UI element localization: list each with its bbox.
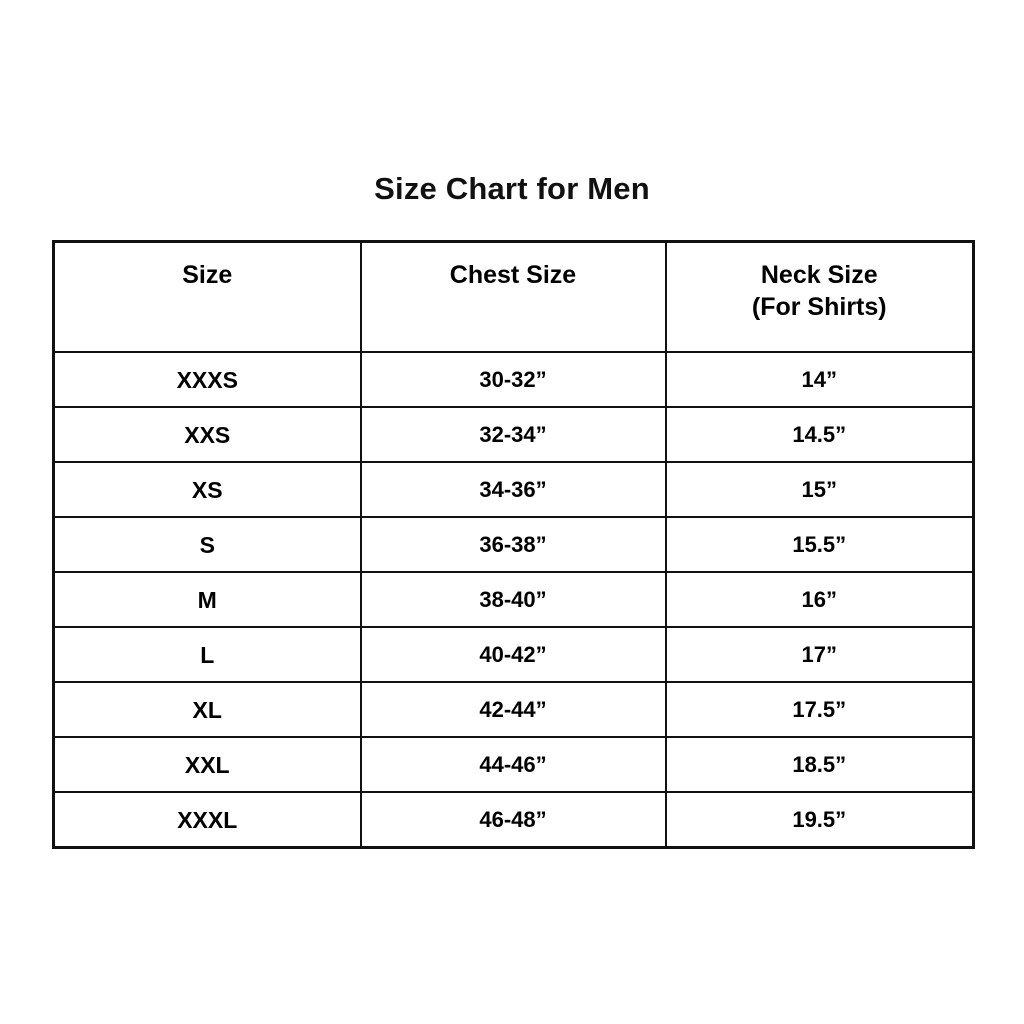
table-row: XXL 44-46” 18.5” [52,736,975,793]
cell-neck: 19.5” [664,791,975,849]
cell-size: XXXL [52,791,362,849]
cell-size: XXS [52,406,362,463]
size-chart-table: Size Chest Size Neck Size (For Shirts) X… [52,240,975,849]
cell-neck: 14” [664,351,975,408]
cell-size: XL [52,681,362,738]
table-body: XXXS 30-32” 14” XXS 32-34” 14.5” XS 34-3… [52,351,975,849]
cell-neck: 15” [664,461,975,518]
cell-chest: 40-42” [359,626,667,683]
cell-chest: 46-48” [359,791,667,849]
column-header-size: Size [52,240,362,353]
cell-neck: 18.5” [664,736,975,793]
column-header-neck: Neck Size (For Shirts) [664,240,975,353]
cell-size: XXXS [52,351,362,408]
cell-neck: 17” [664,626,975,683]
cell-neck: 16” [664,571,975,628]
table-row: XXS 32-34” 14.5” [52,406,975,463]
cell-neck: 15.5” [664,516,975,573]
size-chart-container: Size Chest Size Neck Size (For Shirts) X… [52,240,975,849]
cell-size: L [52,626,362,683]
cell-chest: 42-44” [359,681,667,738]
table-header-row: Size Chest Size Neck Size (For Shirts) [52,240,975,353]
cell-chest: 44-46” [359,736,667,793]
cell-chest: 38-40” [359,571,667,628]
cell-size: XS [52,461,362,518]
column-header-size-label: Size [182,261,233,289]
table-row: S 36-38” 15.5” [52,516,975,573]
table-row: XXXS 30-32” 14” [52,351,975,408]
cell-neck: 17.5” [664,681,975,738]
cell-chest: 30-32” [359,351,667,408]
table-row: XXXL 46-48” 19.5” [52,791,975,849]
cell-size: S [52,516,362,573]
cell-chest: 32-34” [359,406,667,463]
table-row: XL 42-44” 17.5” [52,681,975,738]
cell-size: M [52,571,362,628]
column-header-neck-label: Neck Size [760,261,878,289]
cell-chest: 34-36” [359,461,667,518]
cell-neck: 14.5” [664,406,975,463]
table-row: M 38-40” 16” [52,571,975,628]
table-header: Size Chest Size Neck Size (For Shirts) [52,240,975,353]
column-header-chest: Chest Size [359,240,667,353]
page-title: Size Chart for Men [374,171,650,206]
column-header-neck-sublabel: (For Shirts) [751,293,887,321]
table-row: L 40-42” 17” [52,626,975,683]
table-row: XS 34-36” 15” [52,461,975,518]
cell-size: XXL [52,736,362,793]
cell-chest: 36-38” [359,516,667,573]
column-header-chest-label: Chest Size [449,261,577,289]
